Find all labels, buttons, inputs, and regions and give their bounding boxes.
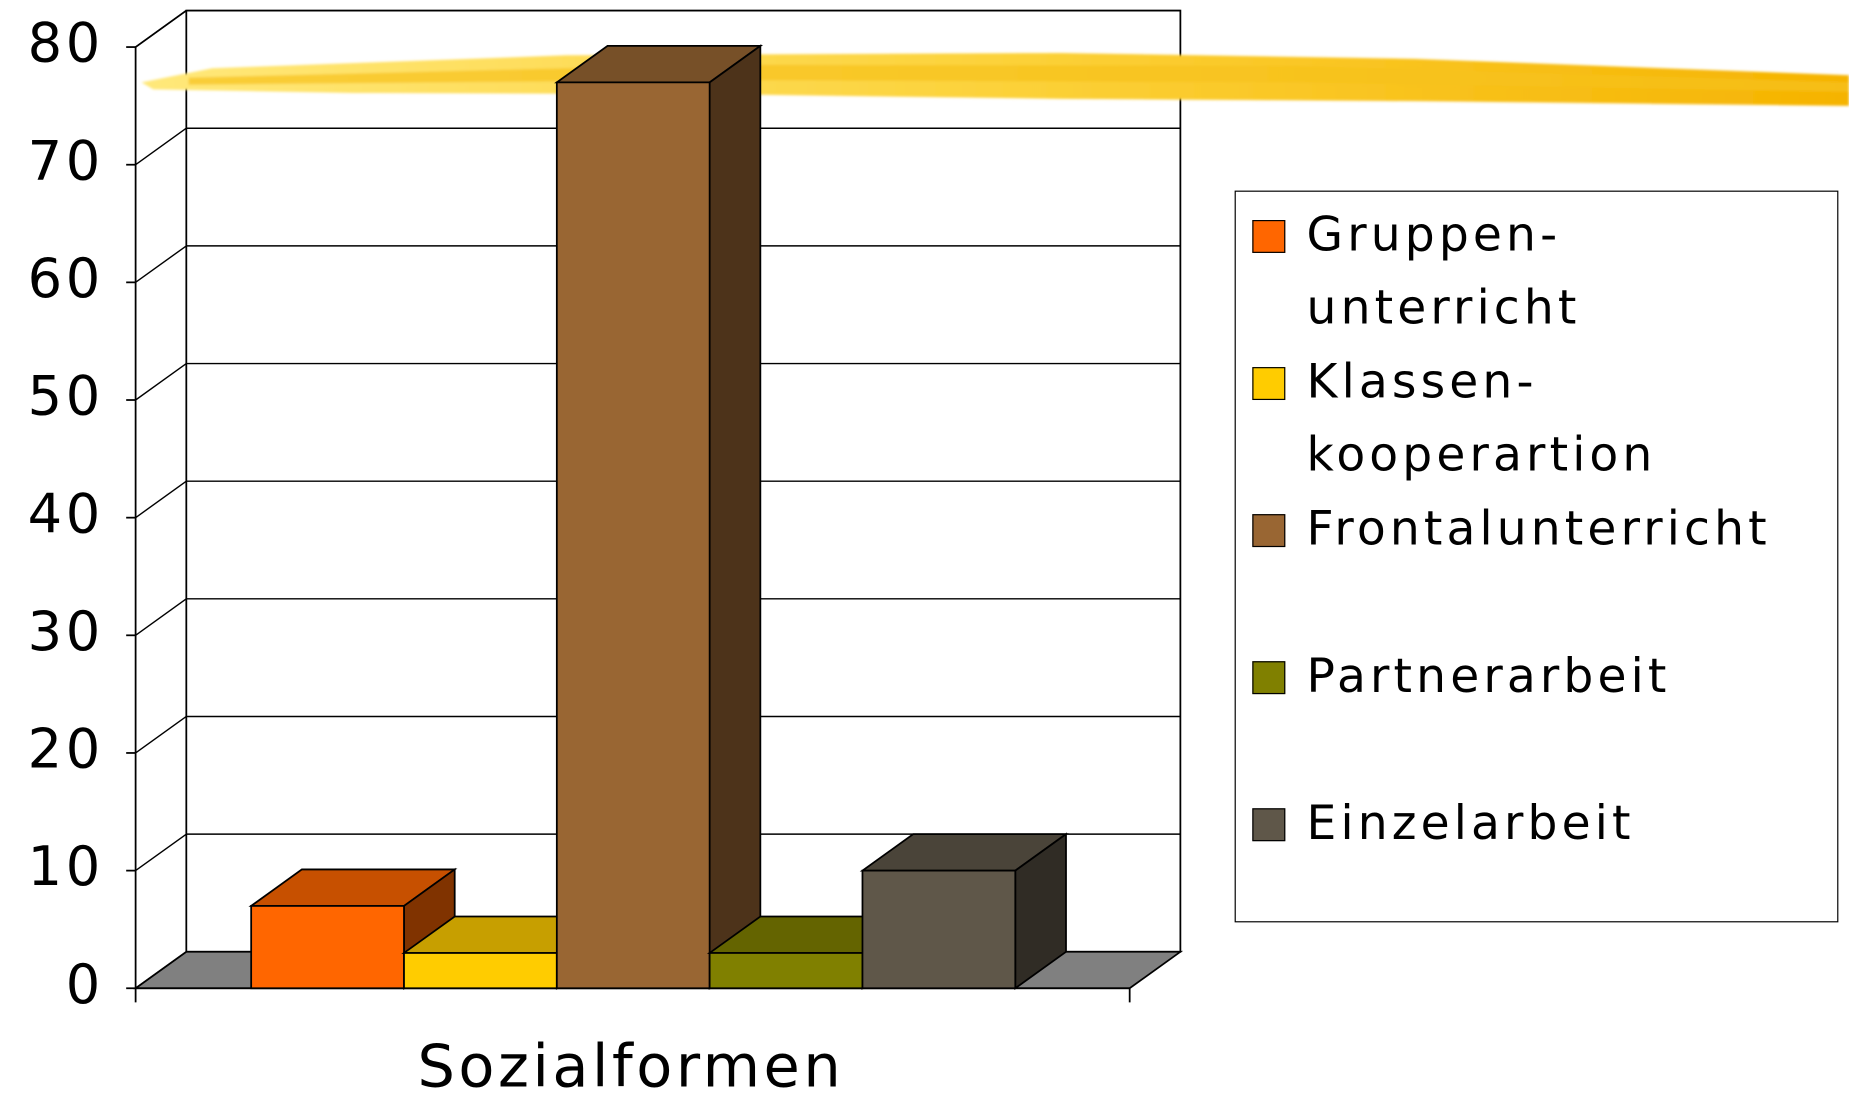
legend-swatch [1252, 661, 1286, 695]
grid-line-side [135, 362, 187, 401]
legend-label: Klassen- kooperartion [1306, 355, 1657, 483]
bar [250, 905, 405, 990]
y-tick-label: 70 [28, 129, 104, 192]
legend: Gruppen- unterricht Klassen- kooperartion… [1234, 190, 1839, 923]
y-tick-label: 0 [66, 953, 104, 1016]
y-tick-label: 80 [28, 12, 104, 75]
y-tick-label: 40 [28, 482, 104, 545]
x-category-label: Sozialformen [417, 1032, 844, 1100]
legend-label: Partnerarbeit [1306, 649, 1671, 704]
legend-label: Gruppen- unterricht [1306, 208, 1581, 336]
legend-swatch [1252, 808, 1286, 842]
bar [555, 81, 711, 990]
y-tick-label: 20 [28, 718, 104, 781]
grid-line-side [135, 598, 187, 636]
legend-swatch [1252, 367, 1286, 401]
bar [403, 952, 558, 990]
legend-swatch [1252, 220, 1286, 253]
bar [708, 952, 864, 990]
grid-line-side [135, 833, 187, 872]
y-tick-label: 30 [28, 600, 104, 663]
bar-side [708, 44, 762, 990]
legend-label: Frontalunterricht [1306, 502, 1771, 557]
y-tick-label: 10 [28, 835, 104, 898]
bar [861, 869, 1017, 990]
plot-bars [134, 44, 1131, 1003]
grid-line-side [135, 480, 187, 519]
grid-line-side [135, 715, 187, 754]
grid-line-side [135, 127, 187, 166]
grid-line-side [135, 245, 187, 283]
grid-line-side [135, 10, 187, 48]
legend-label: Einzelarbeit [1306, 796, 1635, 851]
y-tick-label: 60 [28, 247, 104, 310]
y-tick-label: 50 [28, 365, 104, 428]
grid-line-side [135, 951, 187, 989]
legend-swatch [1252, 514, 1286, 548]
